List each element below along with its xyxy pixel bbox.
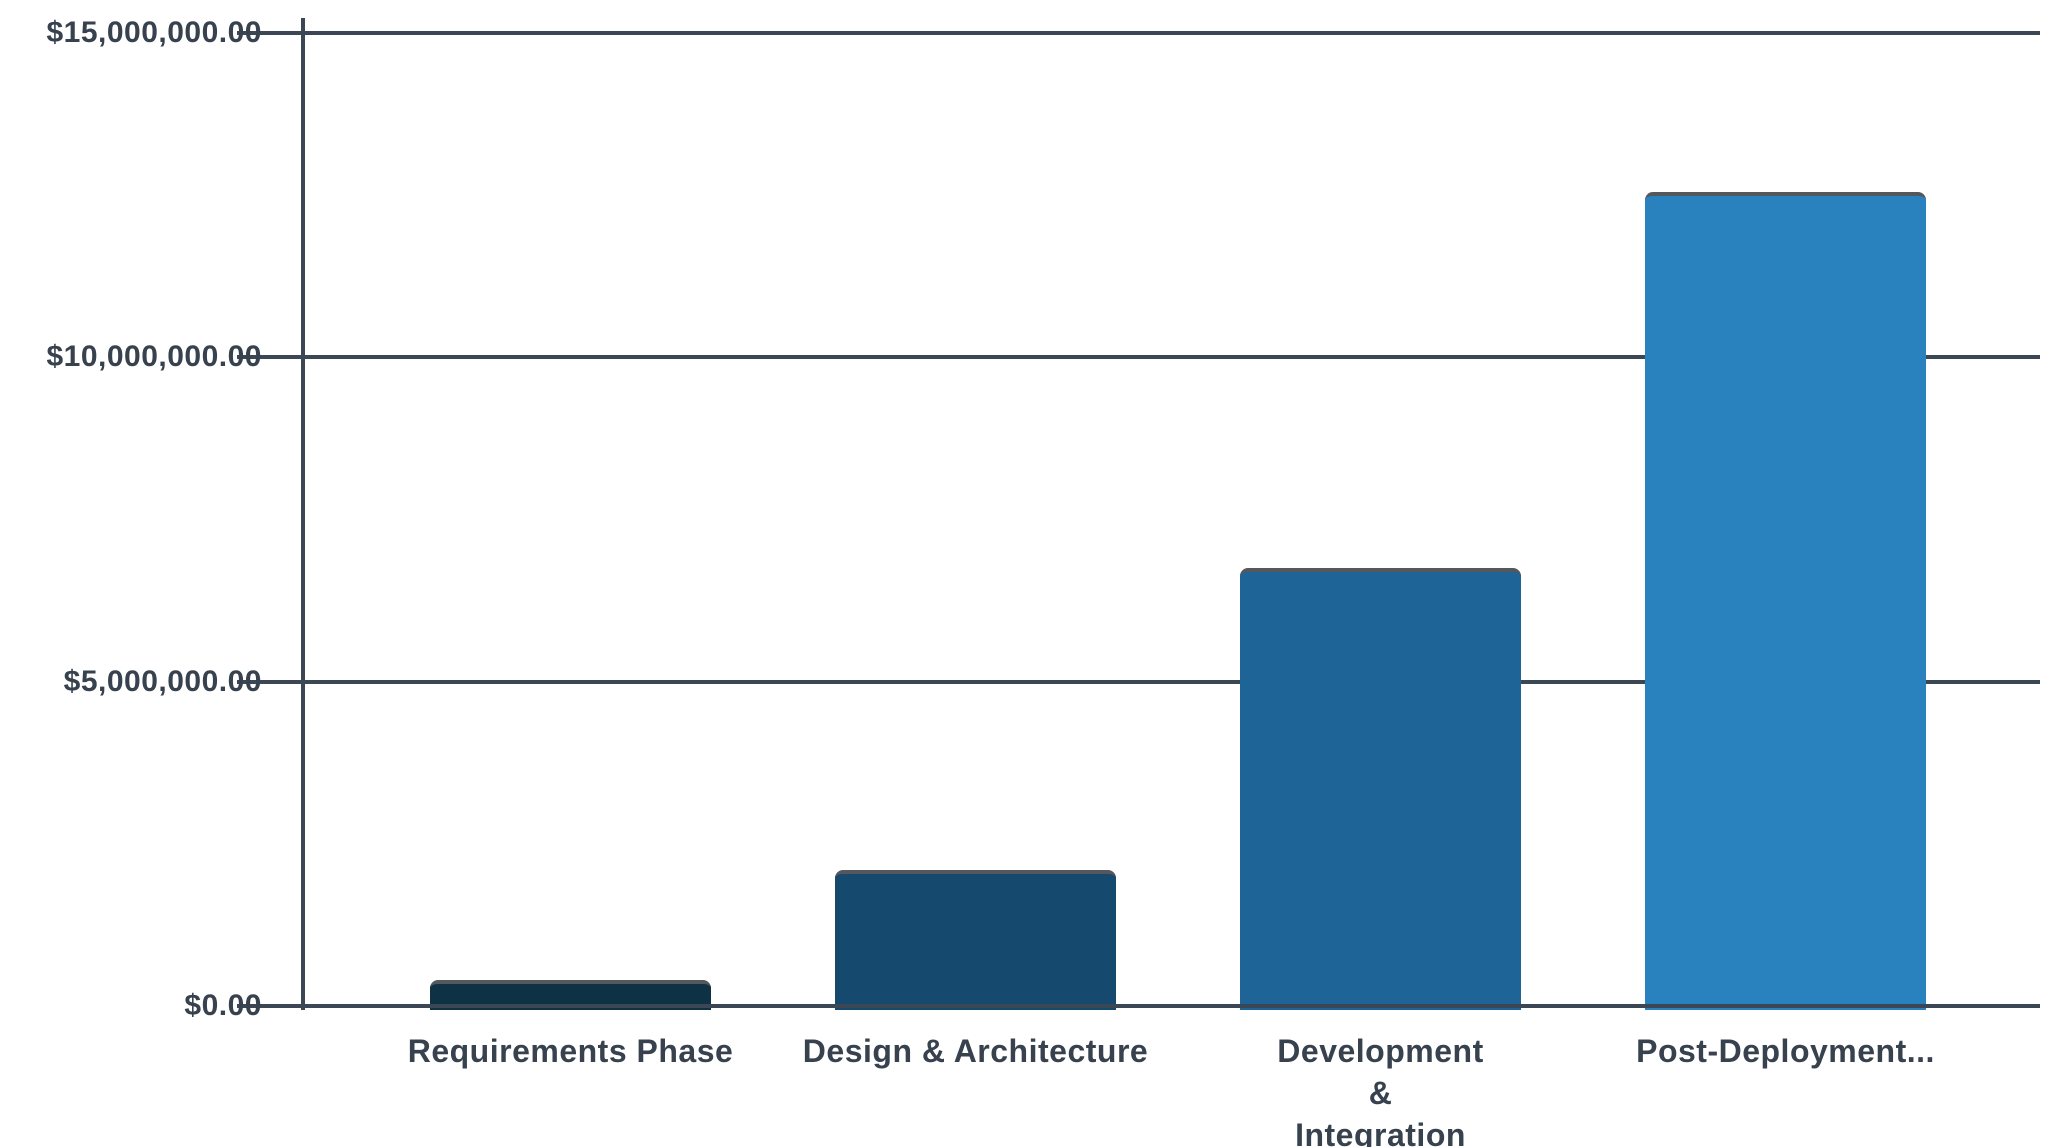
gridline-3 — [237, 1004, 2040, 1008]
x-tick-label-0: Requirements Phase — [407, 1033, 734, 1069]
gridline-0 — [237, 31, 2040, 35]
x-tick-label-2: Development & Integration — [1277, 1033, 1484, 1147]
bar-development-integration — [1240, 568, 1521, 1010]
y-tick-label-3: $0.00 — [184, 989, 262, 1022]
bar-design-architecture — [835, 869, 1116, 1010]
y-tick-label-1: $10,000,000.00 — [46, 340, 262, 374]
y-tick-label-2: $5,000,000.00 — [63, 664, 262, 698]
x-tick-label-1: Design & Architecture — [802, 1033, 1149, 1069]
x-tick-label-3: Post-Deployment... — [1636, 1033, 1935, 1069]
y-axis-line — [301, 18, 305, 1010]
y-tick-label-0: $15,000,000.00 — [46, 16, 262, 49]
gridline-1 — [237, 355, 2040, 360]
bar-post-deployment — [1645, 191, 1926, 1010]
gridline-2 — [237, 679, 2040, 684]
